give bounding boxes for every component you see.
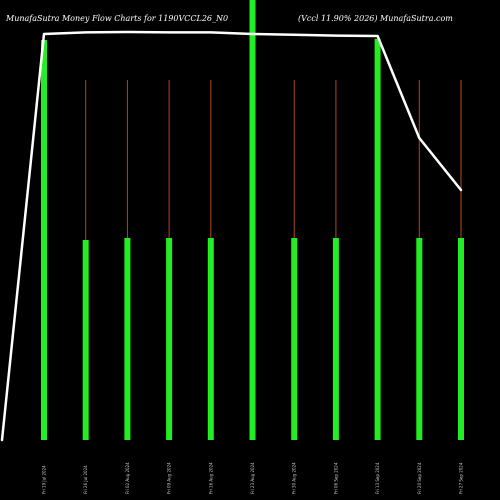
bar xyxy=(82,240,89,440)
bar xyxy=(374,38,381,441)
bars-layer xyxy=(41,0,464,441)
x-tick-label: Fri 13 Sep 2024 xyxy=(375,462,380,494)
line-layer xyxy=(0,30,463,442)
x-tick-label: Fri 23 Aug 2024 xyxy=(250,462,255,494)
bar xyxy=(166,238,173,440)
x-tick-label: Fri 19 Jul 2024 xyxy=(42,465,47,494)
bar xyxy=(249,0,256,440)
bar xyxy=(458,238,464,440)
x-tick-label: Fri 02 Aug 2024 xyxy=(125,462,130,494)
bar xyxy=(207,238,214,440)
bar xyxy=(332,238,339,440)
bar xyxy=(291,238,298,440)
x-tick-label: Fri 30 Aug 2024 xyxy=(292,462,297,494)
x-tick-label: Fri 26 Jul 2024 xyxy=(83,465,88,494)
stems-layer xyxy=(85,80,462,240)
x-tick-label: Fri 09 Aug 2024 xyxy=(167,462,172,494)
x-tick-label: Fri 27 Sep 2024 xyxy=(459,462,464,494)
bar xyxy=(41,40,47,440)
money-flow-line xyxy=(0,30,463,442)
bar xyxy=(124,238,131,440)
bar xyxy=(416,238,423,440)
x-tick-label: Fri 20 Sep 2024 xyxy=(417,462,422,494)
chart-title-right: (Vccl 11.90% 2026) MunafaSutra.com xyxy=(298,14,453,23)
x-tick-label: Fri 06 Sep 2024 xyxy=(333,462,338,494)
x-tick-label: Fri 16 Aug 2024 xyxy=(208,462,213,494)
chart-title-left: MunafaSutra Money Flow Charts for 1190VC… xyxy=(5,14,228,23)
tick-labels-layer: Fri 19 Jul 2024 Fri 26 Jul 2024 Fri 02 Aug… xyxy=(42,462,464,494)
